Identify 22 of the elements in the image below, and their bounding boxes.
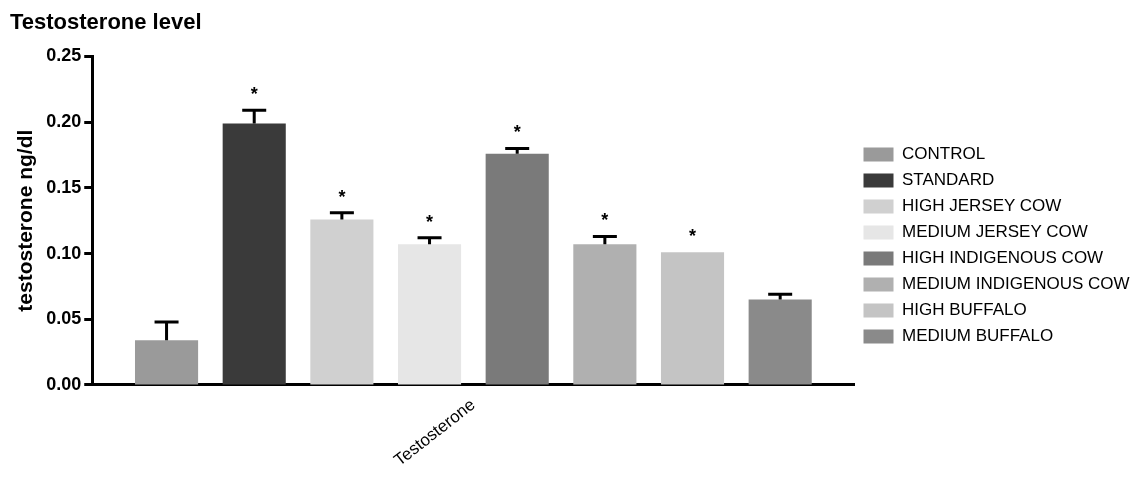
y-axis-title: testosterone ng/dl: [13, 129, 37, 312]
legend-label: HIGH INDIGENOUS COW: [902, 248, 1104, 268]
data-label: *: [689, 226, 697, 247]
y-tick-label: 0.25: [46, 45, 82, 66]
data-label: *: [513, 122, 521, 143]
y-tick-label: 0.10: [46, 242, 82, 263]
legend-label: MEDIUM BUFFALO: [902, 326, 1054, 346]
y-tick-label: 0.20: [46, 111, 82, 132]
legend-label: HIGH BUFFALO: [902, 300, 1027, 320]
chart-title: Testosterone level: [10, 9, 202, 35]
y-tick-label: 0.05: [46, 308, 82, 329]
y-tick-label: 0.15: [46, 176, 82, 197]
legend-label: CONTROL: [902, 144, 986, 164]
data-label: *: [426, 211, 434, 232]
legend-label: MEDIUM INDIGENOUS COW: [902, 274, 1130, 294]
legend-label: MEDIUM JERSEY COW: [902, 222, 1088, 242]
data-label: *: [601, 210, 609, 231]
data-label: *: [250, 84, 258, 105]
data-label: *: [338, 186, 346, 207]
y-tick-label: 0.00: [46, 373, 82, 394]
legend-label: HIGH JERSEY COW: [902, 196, 1062, 216]
legend-label: STANDARD: [902, 170, 995, 190]
